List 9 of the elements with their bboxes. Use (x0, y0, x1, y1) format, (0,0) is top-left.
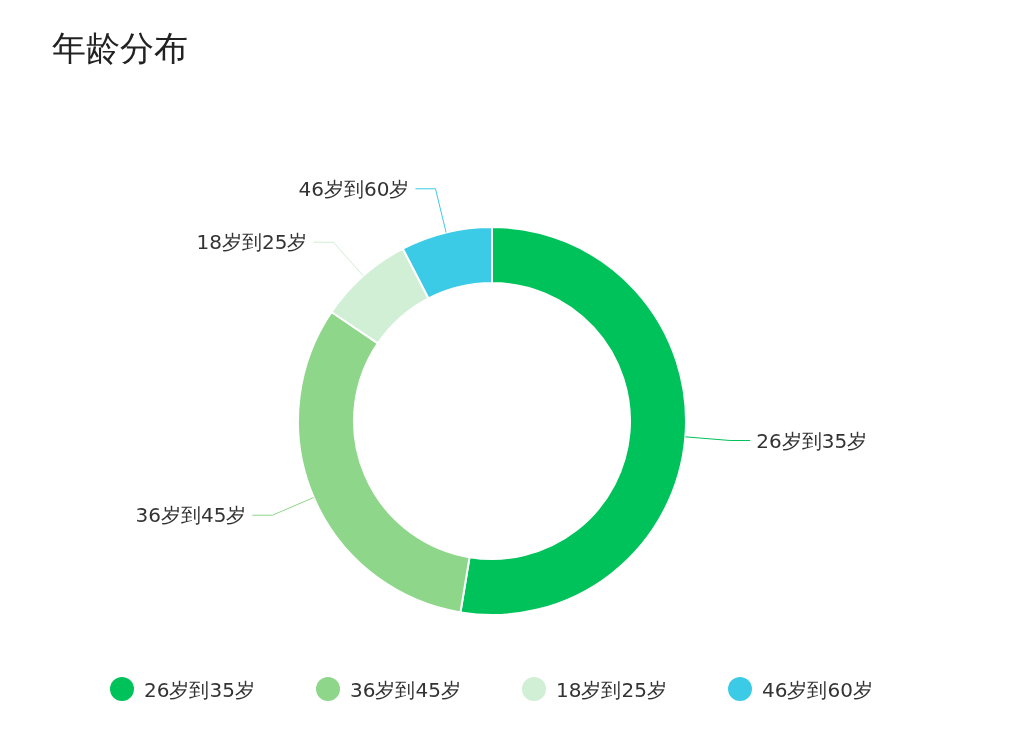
slice-label: 26岁到35岁 (756, 428, 868, 453)
chart-title: 年龄分布 (52, 28, 188, 68)
slice-label: 18岁到25岁 (196, 230, 308, 255)
legend-label: 36岁到45岁 (350, 678, 461, 702)
slice-label: 36岁到45岁 (135, 503, 247, 528)
slice-label: 46岁到60岁 (298, 176, 410, 201)
legend-label: 18岁到25岁 (556, 678, 667, 702)
legend-label: 26岁到35岁 (144, 678, 255, 702)
legend-label: 46岁到60岁 (762, 678, 873, 702)
